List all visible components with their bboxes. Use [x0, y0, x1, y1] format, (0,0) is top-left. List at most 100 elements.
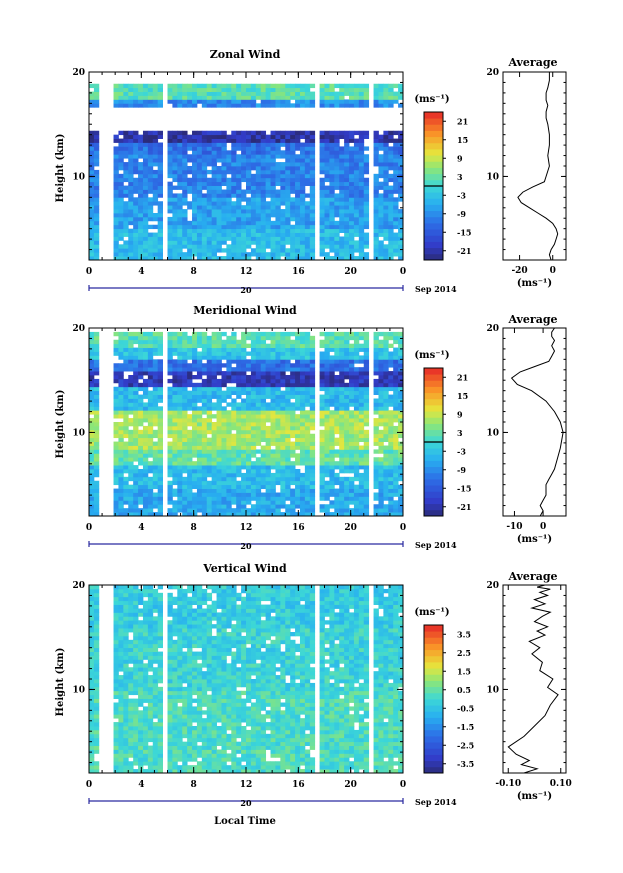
heatmap-cell [152, 449, 159, 454]
heatmap-cell [363, 347, 370, 352]
heatmap-cell [167, 193, 173, 198]
heatmap-cell [378, 378, 384, 384]
heatmap-cell [309, 142, 316, 147]
heatmap-cell [241, 154, 247, 159]
heatmap-cell [334, 224, 340, 230]
heatmap-cell [299, 248, 306, 253]
heatmap-cell [246, 402, 252, 407]
heatmap-cell [334, 146, 340, 151]
heatmap-cell [226, 437, 232, 442]
heatmap-cell [260, 173, 267, 179]
heatmap-cell [260, 343, 267, 348]
heatmap-cell [299, 508, 306, 513]
heatmap-cell [157, 185, 163, 190]
heatmap-cell [363, 461, 370, 466]
heatmap-cell [216, 406, 222, 411]
heatmap-cell [216, 480, 222, 486]
heatmap-cell [255, 232, 262, 237]
heatmap-cell [113, 205, 119, 210]
heatmap-cell [304, 476, 311, 482]
heatmap-cell [138, 453, 144, 458]
heatmap-cell [118, 216, 124, 222]
heatmap-cell [378, 220, 384, 226]
heatmap-cell [167, 162, 173, 167]
heatmap-cell [113, 138, 119, 143]
heatmap-cell [211, 339, 217, 345]
heatmap-cell [329, 240, 335, 245]
heatmap-cell [353, 232, 360, 237]
heatmap-cell [393, 449, 399, 454]
heatmap-cell [147, 488, 154, 493]
heatmap-cell [226, 91, 232, 96]
heatmap-cell [152, 256, 159, 261]
heatmap-cell [196, 150, 203, 155]
heatmap-cell [299, 406, 306, 411]
heatmap-cell [157, 256, 163, 261]
heatmap-cell [182, 512, 188, 517]
heatmap-cell [128, 382, 134, 388]
heatmap-cell [393, 201, 399, 206]
heatmap-cell [353, 150, 360, 155]
heatmap-cell [133, 99, 139, 104]
heatmap-cell [324, 343, 330, 348]
heatmap-cell [334, 240, 340, 245]
heatmap-cell [123, 414, 129, 419]
heatmap-cell [167, 496, 173, 501]
heatmap-cell [187, 228, 193, 233]
heatmap-cell [255, 154, 262, 159]
heatmap-cell [295, 335, 301, 341]
heatmap-cell [319, 449, 325, 454]
profile-y-tick-label: 10 [486, 172, 499, 182]
heatmap-cell [241, 193, 247, 198]
heatmap-cell [383, 169, 389, 175]
heatmap-cell [113, 256, 119, 261]
heatmap-cell [167, 181, 173, 186]
heatmap-cell [196, 197, 203, 202]
heatmap-cell [167, 138, 173, 143]
heatmap-cell [280, 343, 286, 348]
heatmap-cell [172, 103, 178, 108]
heatmap-cell [133, 150, 139, 155]
heatmap-cell [373, 232, 379, 237]
heatmap-cell [324, 134, 330, 139]
heatmap-cell [260, 220, 267, 226]
heatmap-cell [89, 500, 95, 505]
heatmap-cell [118, 496, 124, 501]
heatmap-cell [113, 449, 119, 454]
heatmap-cell [393, 437, 399, 442]
heatmap-cell [216, 465, 222, 470]
heatmap-cell [339, 363, 345, 368]
heatmap-cell [265, 480, 271, 486]
heatmap-cell [221, 429, 227, 435]
heatmap-cell [388, 244, 394, 249]
heatmap-cell [260, 469, 267, 474]
heatmap-cell [196, 355, 203, 360]
heatmap-cell [192, 410, 198, 415]
heatmap-cell [388, 335, 394, 341]
heatmap-cell [157, 453, 163, 458]
heatmap-cell [93, 394, 100, 399]
heatmap-cell [324, 425, 330, 431]
heatmap-cell [319, 398, 325, 403]
heatmap-cell [353, 500, 360, 505]
heatmap-cell [270, 488, 276, 493]
heatmap-cell [299, 134, 306, 139]
heatmap-cell [142, 256, 149, 261]
heatmap-cell [358, 99, 365, 104]
heatmap-cell [182, 91, 188, 96]
heatmap-cell [363, 355, 370, 360]
heatmap-cell [260, 87, 267, 92]
heatmap-cell [236, 240, 242, 245]
heatmap-cell [118, 469, 124, 474]
heatmap-cell [339, 390, 345, 395]
heatmap-cell [250, 228, 257, 233]
heatmap-cell [196, 390, 203, 395]
heatmap-cell [353, 91, 360, 96]
heatmap-cell [260, 465, 267, 470]
heatmap-cell [250, 422, 257, 427]
y-tick-label: 20 [72, 68, 85, 78]
heatmap-cell [299, 197, 306, 202]
colorbar-swatch [424, 204, 443, 212]
heatmap-cell [393, 351, 399, 356]
heatmap-cell [309, 500, 316, 505]
